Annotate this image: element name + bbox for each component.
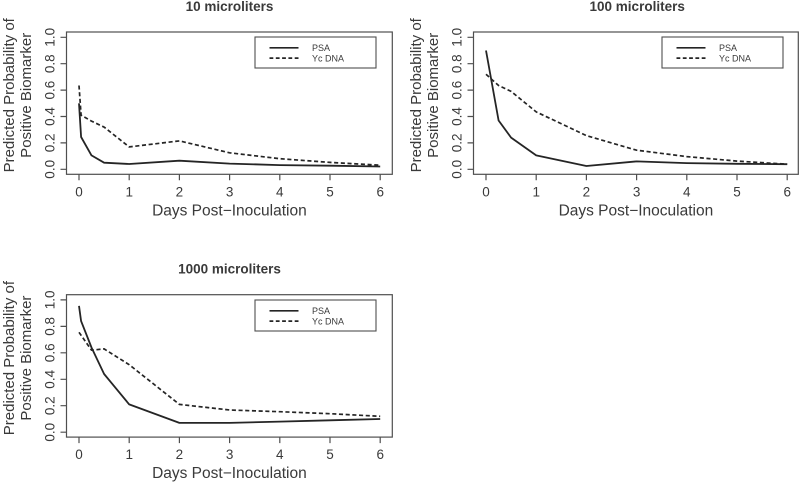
svg-text:Yc DNA: Yc DNA bbox=[312, 316, 344, 326]
svg-text:0: 0 bbox=[75, 447, 83, 462]
svg-text:1.0: 1.0 bbox=[449, 28, 464, 47]
svg-text:PSA: PSA bbox=[719, 43, 737, 53]
svg-text:6: 6 bbox=[783, 184, 791, 199]
svg-text:0.4: 0.4 bbox=[42, 107, 57, 126]
svg-text:6: 6 bbox=[376, 184, 384, 199]
svg-text:4: 4 bbox=[683, 184, 691, 199]
svg-text:0: 0 bbox=[482, 184, 490, 199]
svg-text:Predicted Probability of: Predicted Probability of bbox=[1, 17, 18, 172]
svg-text:0.2: 0.2 bbox=[42, 134, 57, 153]
svg-text:2: 2 bbox=[583, 184, 591, 199]
svg-text:3: 3 bbox=[226, 447, 234, 462]
svg-text:Yc DNA: Yc DNA bbox=[719, 53, 751, 63]
svg-text:0.4: 0.4 bbox=[449, 107, 464, 126]
svg-text:Days Post−Inoculation: Days Post−Inoculation bbox=[152, 465, 307, 482]
svg-text:0.0: 0.0 bbox=[42, 160, 57, 179]
svg-text:100 microliters: 100 microliters bbox=[590, 0, 685, 14]
svg-text:0.2: 0.2 bbox=[42, 396, 57, 415]
svg-text:1.0: 1.0 bbox=[42, 28, 57, 47]
svg-text:5: 5 bbox=[326, 447, 334, 462]
svg-text:PSA: PSA bbox=[312, 306, 330, 316]
svg-text:Positive Biomarker: Positive Biomarker bbox=[425, 33, 442, 158]
svg-text:0.8: 0.8 bbox=[42, 54, 57, 73]
svg-text:Days Post−Inoculation: Days Post−Inoculation bbox=[152, 202, 307, 219]
svg-text:Predicted Probability of: Predicted Probability of bbox=[1, 280, 18, 435]
svg-text:0: 0 bbox=[75, 184, 83, 199]
svg-text:Yc DNA: Yc DNA bbox=[312, 53, 344, 63]
svg-text:3: 3 bbox=[633, 184, 641, 199]
svg-text:0.0: 0.0 bbox=[449, 160, 464, 179]
svg-text:2: 2 bbox=[176, 447, 184, 462]
svg-text:0.6: 0.6 bbox=[449, 81, 464, 100]
svg-text:5: 5 bbox=[733, 184, 741, 199]
svg-text:0.2: 0.2 bbox=[449, 134, 464, 153]
svg-text:1.0: 1.0 bbox=[42, 291, 57, 310]
svg-text:6: 6 bbox=[376, 447, 384, 462]
svg-text:4: 4 bbox=[276, 447, 284, 462]
svg-text:2: 2 bbox=[176, 184, 184, 199]
svg-text:1: 1 bbox=[532, 184, 540, 199]
svg-text:0.8: 0.8 bbox=[42, 317, 57, 336]
svg-text:0.6: 0.6 bbox=[42, 343, 57, 362]
svg-text:10 microliters: 10 microliters bbox=[186, 0, 274, 14]
svg-text:4: 4 bbox=[276, 184, 284, 199]
svg-text:3: 3 bbox=[226, 184, 234, 199]
svg-text:PSA: PSA bbox=[312, 43, 330, 53]
svg-text:Days Post−Inoculation: Days Post−Inoculation bbox=[559, 202, 714, 219]
svg-text:Predicted Probability of: Predicted Probability of bbox=[408, 17, 425, 172]
svg-text:5: 5 bbox=[326, 184, 334, 199]
svg-text:1000 microliters: 1000 microliters bbox=[178, 262, 281, 277]
svg-text:Positive Biomarker: Positive Biomarker bbox=[18, 33, 35, 158]
svg-text:0.4: 0.4 bbox=[42, 369, 57, 388]
svg-text:1: 1 bbox=[125, 447, 133, 462]
svg-text:0.6: 0.6 bbox=[42, 81, 57, 100]
svg-text:0.0: 0.0 bbox=[42, 423, 57, 442]
svg-text:0.8: 0.8 bbox=[449, 54, 464, 73]
svg-text:1: 1 bbox=[125, 184, 133, 199]
svg-text:Positive Biomarker: Positive Biomarker bbox=[18, 296, 35, 421]
